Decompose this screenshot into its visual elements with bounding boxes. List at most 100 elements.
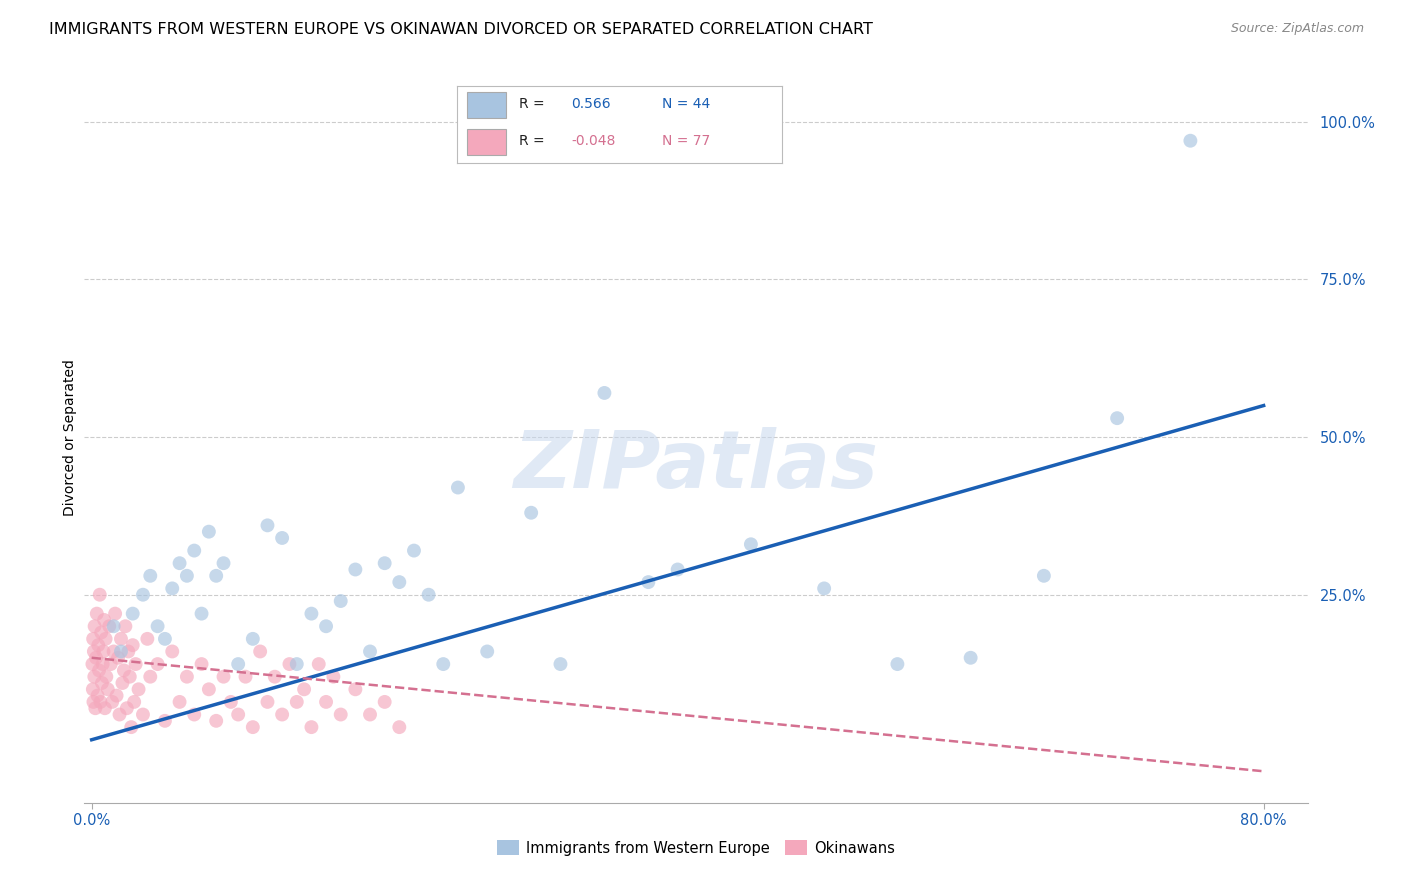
Point [136,632,159,646]
Point [402,543,425,558]
Point [271,707,294,722]
Point [315,695,337,709]
Point [740,537,762,551]
Point [86,689,108,703]
Point [183,707,205,722]
Point [90,625,112,640]
Point [205,714,228,728]
Point [97,682,120,697]
Point [162,582,184,596]
Point [226,657,249,671]
Point [110,644,132,658]
Point [83,670,105,684]
Point [322,670,344,684]
Point [94,701,117,715]
Point [82,632,104,646]
Point [190,607,212,621]
Point [112,664,135,678]
Point [139,569,162,583]
Point [103,644,125,658]
Point [87,664,110,678]
Point [344,562,367,576]
Point [374,556,396,570]
Point [1180,134,1202,148]
Y-axis label: Divorced or Separated: Divorced or Separated [63,359,77,516]
Point [98,619,121,633]
Point [121,607,143,621]
Point [104,607,127,621]
Point [91,657,114,671]
Point [235,670,257,684]
Point [447,481,470,495]
Point [388,720,411,734]
Point [82,695,104,709]
Point [176,569,198,583]
Point [105,689,128,703]
Point [263,670,285,684]
Point [308,657,330,671]
Point [83,619,105,633]
Point [359,707,381,722]
Point [132,707,155,722]
Point [169,695,191,709]
Point [82,657,104,671]
Point [153,632,176,646]
Point [139,670,162,684]
Point [93,613,115,627]
Point [120,720,142,734]
Point [117,644,139,658]
Point [226,707,249,722]
Point [886,657,908,671]
Point [118,670,141,684]
Point [666,562,689,576]
Point [1032,569,1054,583]
Point [110,632,132,646]
Point [103,619,125,633]
Point [477,644,499,658]
Point [114,619,136,633]
Point [285,695,308,709]
Point [89,588,111,602]
Point [89,695,111,709]
Point [271,531,294,545]
Point [637,575,659,590]
Point [219,695,242,709]
Text: IMMIGRANTS FROM WESTERN EUROPE VS OKINAWAN DIVORCED OR SEPARATED CORRELATION CHA: IMMIGRANTS FROM WESTERN EUROPE VS OKINAW… [49,22,873,37]
Point [190,657,212,671]
Point [242,720,264,734]
Legend: Immigrants from Western Europe, Okinawans: Immigrants from Western Europe, Okinawan… [491,834,901,862]
Point [162,644,184,658]
Point [212,670,235,684]
Point [550,657,572,671]
Point [84,701,107,715]
Point [100,657,122,671]
Point [344,682,367,697]
Point [124,657,146,671]
Point [146,619,169,633]
Point [146,657,169,671]
Point [242,632,264,646]
Point [96,670,118,684]
Point [121,638,143,652]
Point [374,695,396,709]
Point [329,707,352,722]
Point [432,657,454,671]
Point [183,543,205,558]
Point [329,594,352,608]
Point [94,632,117,646]
Point [122,695,145,709]
Point [256,518,278,533]
Point [107,650,129,665]
Point [176,670,198,684]
Point [83,644,105,658]
Point [132,588,155,602]
Point [813,582,835,596]
Text: ZIPatlas: ZIPatlas [513,427,879,506]
Point [1107,411,1129,425]
Point [101,695,124,709]
Point [256,695,278,709]
Point [315,619,337,633]
Point [285,657,308,671]
Text: Source: ZipAtlas.com: Source: ZipAtlas.com [1230,22,1364,36]
Point [593,386,616,401]
